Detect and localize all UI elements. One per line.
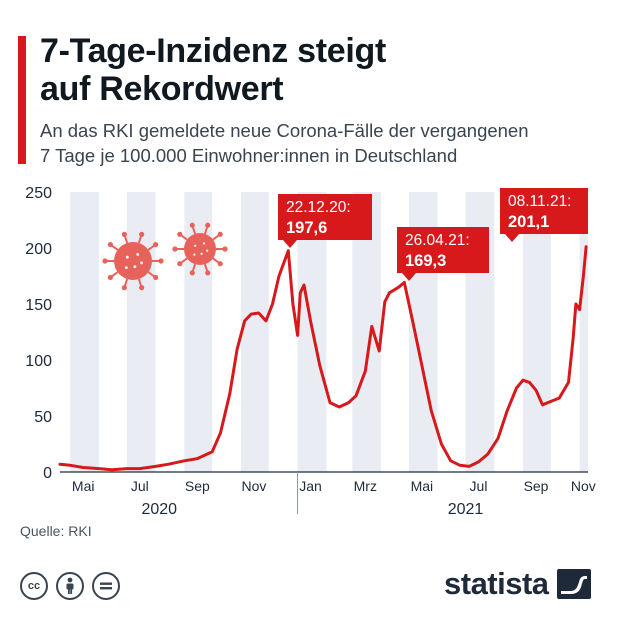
- accent-bar: [18, 36, 26, 164]
- callout-value: 197,6: [286, 219, 327, 237]
- x-tick-label: Mai: [411, 478, 434, 494]
- incidence-line-chart: 0 50 100 150 200 250 Mai Jul Sep Nov Jan Mrz Mai Jul…: [25, 185, 596, 518]
- month-band: [70, 192, 99, 472]
- y-tick-label: 100: [25, 353, 52, 370]
- x-tick-label: Nov: [241, 478, 266, 494]
- y-tick-label: 0: [43, 465, 52, 482]
- callout-value: 169,3: [405, 252, 446, 270]
- incidence-series-line: [58, 245, 588, 472]
- month-band: [523, 192, 551, 472]
- callout-box: [500, 188, 588, 234]
- virus-icon: [102, 231, 164, 291]
- y-tick-label: 50: [34, 409, 52, 426]
- subtitle-line-1: An das RKI gemeldete neue Corona-Fälle d…: [40, 120, 529, 141]
- callout-date: 26.04.21:: [405, 232, 470, 249]
- callout-date: 08.11.21:: [508, 193, 572, 210]
- peak-annotations: 22.12.20: 197,6 26.04.21: 169,3 08.11.21: 201…: [278, 188, 588, 281]
- subtitle: An das RKI gemeldete neue Corona-Fälle d…: [40, 118, 610, 168]
- title-line-1: 7-Tage-Inzidenz steigt: [40, 32, 387, 70]
- subtitle-line-2: 7 Tage je 100.000 Einwohner:innen in Deu…: [40, 145, 458, 166]
- title-line-2: auf Rekordwert: [40, 70, 284, 108]
- y-tick-label: 200: [25, 241, 52, 258]
- callout-date: 22.12.20:: [286, 199, 351, 216]
- cc-icon[interactable]: cc: [20, 572, 48, 600]
- callout-box: [397, 227, 489, 273]
- virus-illustrations: [102, 222, 228, 291]
- peak-callout: 26.04.21: 169,3: [397, 227, 489, 281]
- attribution-icon[interactable]: [56, 572, 84, 600]
- x-tick-label: Nov: [571, 478, 596, 494]
- y-tick-label: 250: [25, 185, 52, 202]
- peak-callout: 08.11.21: 201,1: [500, 188, 588, 242]
- x-tick-label: Mrz: [354, 478, 377, 494]
- callout-pointer: [283, 240, 297, 248]
- x-tick-label: Sep: [185, 478, 210, 494]
- x-tick-label: Mai: [72, 478, 95, 494]
- callout-box: [278, 194, 372, 240]
- virus-icon: [172, 222, 228, 276]
- no-derivatives-icon[interactable]: [92, 572, 120, 600]
- year-label: 2020: [141, 501, 177, 518]
- peak-callout: 22.12.20: 197,6: [278, 194, 372, 248]
- x-axis: Mai Jul Sep Nov Jan Mrz Mai Jul Sep Nov 2020 2021: [60, 471, 596, 518]
- y-axis: 0 50 100 150 200 250: [25, 185, 52, 482]
- callout-pointer: [505, 234, 519, 242]
- x-tick-label: Jan: [299, 478, 322, 494]
- statista-logo-icon: [556, 569, 591, 599]
- month-band: [579, 192, 588, 472]
- month-band: [240, 192, 269, 472]
- source-note: Quelle: RKI: [20, 523, 92, 539]
- x-tick-label: Sep: [524, 478, 549, 494]
- callout-pointer: [402, 273, 416, 281]
- callout-value: 201,1: [508, 213, 549, 231]
- x-tick-label: Jul: [131, 478, 149, 494]
- year-label: 2021: [448, 501, 484, 518]
- statista-logo[interactable]: statista: [444, 566, 591, 602]
- x-tick-label: Jul: [470, 478, 488, 494]
- brand-text: statista: [444, 566, 549, 601]
- page-title: 7-Tage-Inzidenz steigt auf Rekordwert: [40, 32, 600, 108]
- license-icons: cc: [20, 572, 120, 600]
- y-tick-label: 150: [25, 297, 52, 314]
